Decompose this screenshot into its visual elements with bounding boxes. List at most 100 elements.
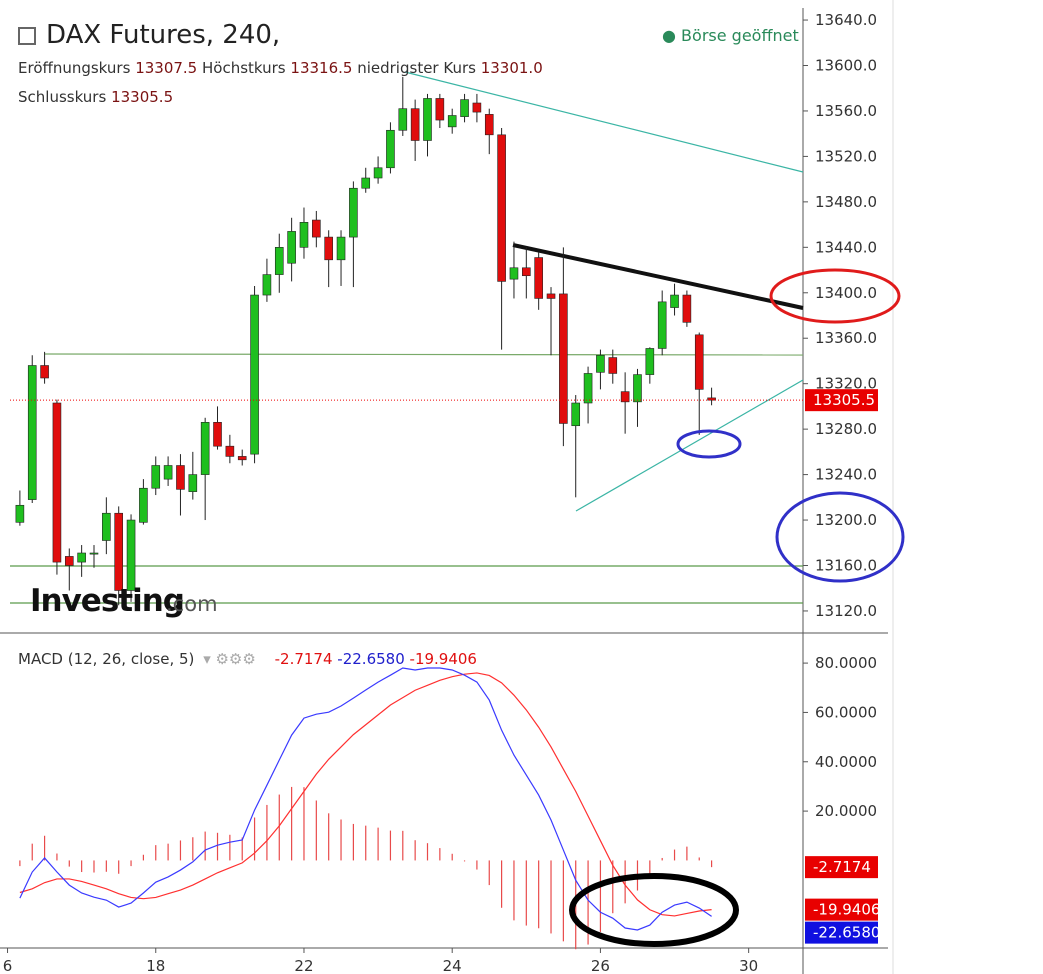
high-label: Höchstkurs: [202, 59, 286, 77]
candle-body: [583, 373, 593, 404]
candle-body: [472, 102, 482, 113]
candle-body: [447, 115, 457, 128]
y-tick-label: 20.0000: [815, 802, 877, 820]
resistance-line: [512, 243, 804, 310]
x-tick-label: 6: [3, 957, 13, 974]
y-tick-label: 13440.0: [815, 238, 877, 256]
price-tag-label: -22.6580: [813, 924, 880, 942]
histogram-value: -2.7174: [274, 650, 333, 668]
candle-body: [386, 129, 395, 169]
trend-line: [404, 71, 804, 173]
candle-body: [361, 177, 371, 189]
candle-body: [657, 301, 667, 349]
candle-body: [312, 219, 321, 238]
close-label: Schlusskurs: [18, 88, 107, 106]
candle-body: [336, 236, 346, 261]
status-text: Börse geöffnet: [681, 26, 799, 45]
candle-body: [225, 445, 235, 457]
highlight-ellipse: [569, 873, 739, 947]
x-tick-label: 26: [591, 957, 610, 974]
highlight-ellipse: [676, 429, 742, 459]
macd-value: -22.6580: [337, 650, 405, 668]
y-tick-label: 13160.0: [815, 557, 877, 575]
y-tick-label: 13560.0: [815, 102, 877, 120]
y-tick-label: 40.0000: [815, 753, 877, 771]
marks: 13640.0 13600.0 13560.0 13520.0 13480.0 13440…: [3, 11, 881, 974]
candle-body: [250, 294, 259, 455]
candle-body: [608, 357, 618, 374]
candle-body: [694, 334, 704, 390]
candle-body: [509, 267, 519, 280]
candle-body: [151, 465, 161, 489]
candle-body: [349, 187, 358, 238]
signal-value: -19.9406: [409, 650, 477, 668]
x-tick-label: 22: [294, 957, 313, 974]
candle-body: [139, 487, 148, 523]
candle-body: [534, 257, 543, 299]
open-value: 13307.5: [135, 59, 198, 77]
candle-body: [15, 504, 25, 523]
candle-body: [114, 512, 123, 591]
candle-body: [410, 108, 420, 141]
y-tick-label: 13280.0: [815, 420, 877, 438]
y-tick-label: 13520.0: [815, 147, 877, 165]
ohlc-row: Eröffnungskurs 13307.5 Höchstkurs 13316.…: [18, 59, 543, 77]
y-tick-label: 13200.0: [815, 511, 877, 529]
candle-body: [423, 98, 432, 141]
candle-body: [102, 512, 111, 541]
price-tag: [805, 921, 878, 944]
price-tag: [805, 389, 878, 412]
y-tick-label: 13360.0: [815, 329, 877, 347]
y-tick-label: 13320.0: [815, 375, 877, 393]
candle-body: [237, 456, 247, 461]
y-tick-label: 13640.0: [815, 11, 877, 29]
highlight-ellipse: [775, 491, 905, 583]
y-tick-label: 80.0000: [815, 654, 877, 672]
x-tick-label: 30: [739, 957, 758, 974]
candle-body: [52, 402, 62, 563]
highlight-ellipse: [769, 268, 901, 324]
y-tick-label: 60.0000: [815, 703, 877, 721]
close-value: 13305.5: [111, 88, 174, 106]
candle-body: [126, 519, 136, 591]
candle-body: [398, 108, 408, 131]
candle-body: [89, 552, 99, 555]
signal-line: [19, 672, 712, 917]
x-tick-label: 18: [146, 957, 165, 974]
candle-body: [670, 294, 679, 308]
candle-body: [188, 474, 198, 492]
close-row: Schlusskurs 13305.5: [18, 88, 173, 106]
y-tick-label: 13480.0: [815, 193, 877, 211]
candle-body: [77, 552, 86, 563]
market-status: ● Börse geöffnet: [662, 26, 799, 45]
candle-body: [460, 99, 469, 117]
title-text: DAX Futures, 240,: [46, 20, 281, 50]
candle-body: [287, 231, 296, 264]
candle-body: [262, 274, 272, 296]
high-value: 13316.5: [290, 59, 353, 77]
candle-body: [176, 465, 185, 490]
y-tick-label: 13120.0: [815, 602, 877, 620]
candle-body: [163, 465, 173, 480]
candle-body: [64, 556, 74, 566]
y-tick-label: 13600.0: [815, 57, 877, 75]
support-line: [44, 353, 804, 356]
y-tick-label: 13240.0: [815, 466, 877, 484]
candle-body: [40, 365, 49, 379]
macd-title: MACD (12, 26, close, 5): [18, 650, 195, 668]
y-tick-label: 13400.0: [815, 284, 877, 302]
price-tag: [805, 856, 878, 879]
trend-line: [575, 379, 804, 512]
candle-body: [484, 114, 494, 136]
candle-body: [559, 293, 568, 424]
candle-body: [546, 293, 556, 299]
candle-body: [373, 167, 383, 179]
candle-body: [324, 236, 333, 261]
candle-body: [645, 348, 655, 375]
candle-body: [435, 98, 445, 121]
candle-body: [596, 354, 605, 373]
x-tick-label: 24: [443, 957, 462, 974]
